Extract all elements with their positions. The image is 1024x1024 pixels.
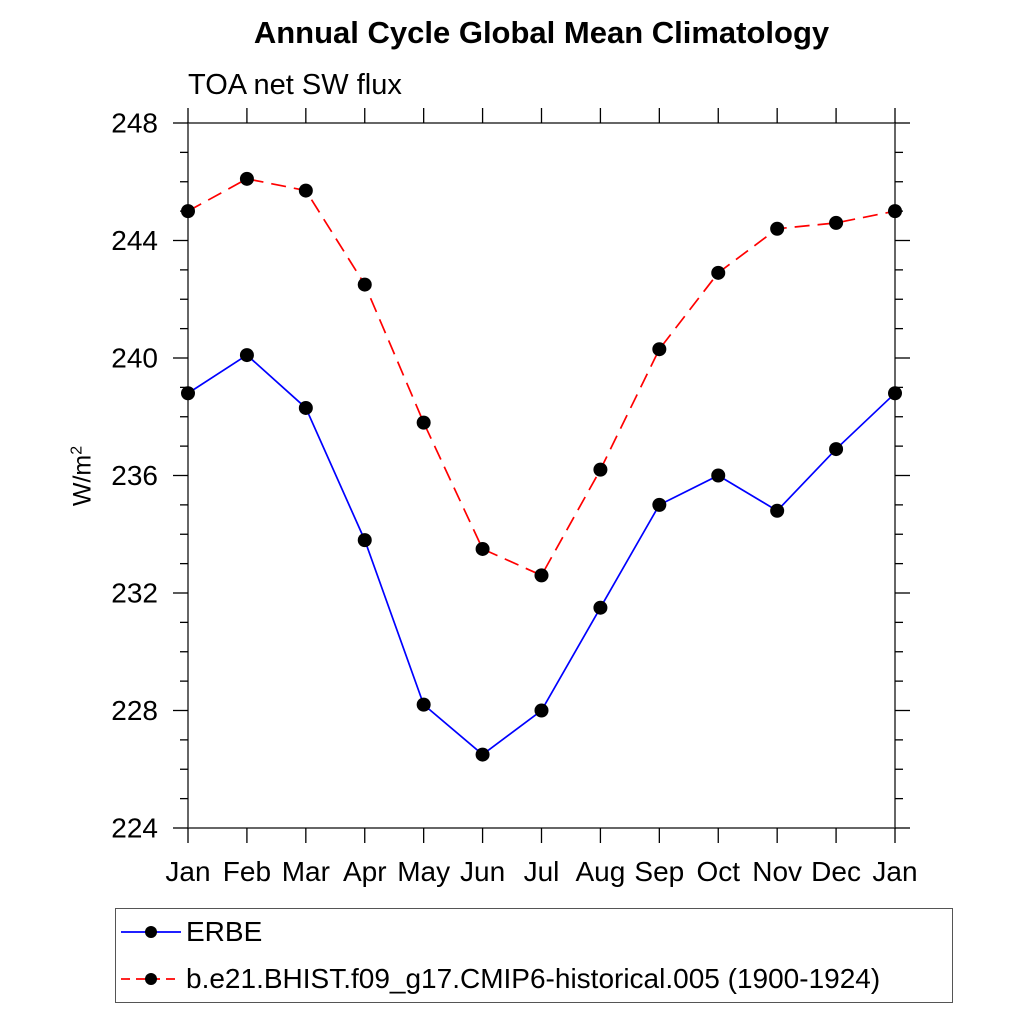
x-tick-label: Mar [282, 856, 330, 887]
x-tick-label: Jan [165, 856, 210, 887]
data-point [357, 277, 372, 292]
legend-label: ERBE [186, 916, 263, 948]
data-point [239, 171, 254, 186]
data-point [298, 183, 313, 198]
data-point [416, 697, 431, 712]
data-point [770, 503, 785, 518]
data-point [711, 265, 726, 280]
data-point [652, 497, 667, 512]
data-point [416, 415, 431, 430]
x-tick-label: Apr [343, 856, 387, 887]
data-point [181, 204, 195, 219]
x-tick-label: May [397, 856, 450, 887]
data-point [711, 468, 726, 483]
y-tick-label: 248 [111, 108, 158, 139]
legend-sample [121, 972, 181, 985]
y-tick-label: 240 [111, 343, 158, 374]
data-point [888, 204, 902, 219]
data-point [888, 386, 902, 401]
series-line-1 [187, 177, 896, 577]
data-point [534, 568, 549, 583]
series-line-0 [187, 353, 896, 756]
data-point [475, 541, 490, 556]
data-point [357, 533, 372, 548]
x-tick-label: Jun [460, 856, 505, 887]
y-tick-label: 236 [111, 460, 158, 491]
data-point [239, 348, 254, 363]
data-point [593, 462, 608, 477]
legend-sample [121, 926, 181, 939]
legend-item: ERBE [116, 915, 952, 949]
y-tick-label: 232 [111, 578, 158, 609]
x-tick-label: Nov [752, 856, 802, 887]
y-tick-label: 244 [111, 225, 158, 256]
legend-item: b.e21.BHIST.f09_g17.CMIP6-historical.005… [116, 962, 952, 996]
y-tick-label: 224 [111, 813, 158, 844]
data-point [770, 221, 785, 236]
legend-marker-icon [145, 926, 157, 939]
legend: ERBE b.e21.BHIST.f09_g17.CMIP6-historical… [115, 908, 953, 1003]
plot-frame [187, 122, 896, 829]
legend-label: b.e21.BHIST.f09_g17.CMIP6-historical.005… [186, 962, 881, 994]
data-point [652, 342, 667, 357]
x-tick-label: Dec [811, 856, 861, 887]
data-point [298, 400, 313, 415]
data-point [534, 703, 549, 718]
x-tick-label: Oct [696, 856, 740, 887]
x-tick-label: Feb [223, 856, 271, 887]
x-tick-label: Jul [524, 856, 560, 887]
x-tick-label: Aug [576, 856, 626, 887]
legend-marker-icon [145, 972, 157, 985]
x-tick-label: Jan [872, 856, 917, 887]
data-point [829, 442, 844, 457]
chart-title: Annual Cycle Global Mean Climatology [253, 15, 830, 50]
data-point [475, 747, 490, 762]
data-point [593, 600, 608, 615]
x-tick-label: Sep [634, 856, 684, 887]
data-point [181, 386, 195, 401]
y-tick-label: 228 [111, 695, 158, 726]
chart-subtitle: TOA net SW flux [188, 69, 402, 101]
data-point [829, 215, 844, 230]
